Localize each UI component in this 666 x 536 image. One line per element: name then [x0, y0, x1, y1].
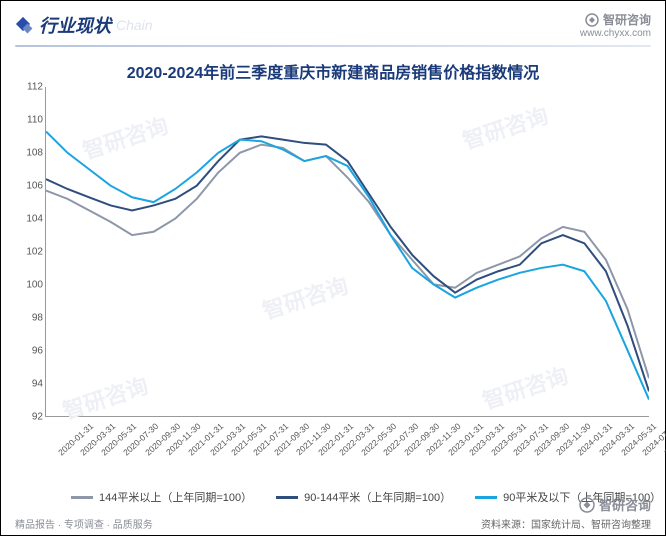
series-line	[46, 136, 649, 391]
y-tick-label: 96	[32, 346, 43, 357]
plot-region	[45, 87, 649, 417]
y-tick-label: 100	[26, 280, 43, 291]
y-tick-label: 104	[26, 214, 43, 225]
footer-brand: 智研咨询	[481, 495, 651, 514]
footer-left-text: 精品报告 · 专项调查 · 品质服务	[15, 516, 153, 531]
brand-url: www.chyxx.com	[580, 28, 651, 39]
brand-logo-icon	[579, 497, 595, 513]
header-divider	[15, 45, 651, 47]
y-tick-label: 102	[26, 247, 43, 258]
header: 行业现状 Chain 智研咨询 www.chyxx.com	[1, 1, 665, 45]
line-chart-svg	[46, 87, 649, 416]
chart-area: 92949698100102104106108110112	[45, 87, 649, 417]
brand-logo-icon	[585, 13, 599, 27]
diamond-icon	[15, 16, 33, 34]
header-left: 行业现状 Chain	[15, 12, 153, 38]
x-axis: 2020-01-312020-03-312020-05-312020-07-30…	[45, 417, 649, 489]
section-title: 行业现状	[39, 12, 111, 38]
y-tick-label: 94	[32, 379, 43, 390]
chart-title: 2020-2024年前三季度重庆市新建商品房销售价格指数情况	[1, 59, 665, 83]
y-tick-label: 106	[26, 181, 43, 192]
footer-brand-text: 智研咨询	[599, 495, 651, 514]
y-tick-label: 108	[26, 148, 43, 159]
series-line	[46, 131, 649, 399]
y-tick-label: 92	[32, 412, 43, 423]
y-axis: 92949698100102104106108110112	[17, 87, 45, 417]
y-tick-label: 98	[32, 313, 43, 324]
faded-header-text: Chain	[116, 17, 153, 33]
source-text: 资料来源：国家统计局、智研咨询整理	[481, 516, 651, 531]
y-tick-label: 112	[27, 82, 43, 93]
y-tick-label: 110	[27, 115, 43, 126]
brand-block: 智研咨询 www.chyxx.com	[580, 11, 651, 39]
footer: 精品报告 · 专项调查 · 品质服务 智研咨询 资料来源：国家统计局、智研咨询整…	[1, 495, 665, 531]
series-line	[46, 145, 649, 379]
brand-name: 智研咨询	[603, 11, 651, 28]
